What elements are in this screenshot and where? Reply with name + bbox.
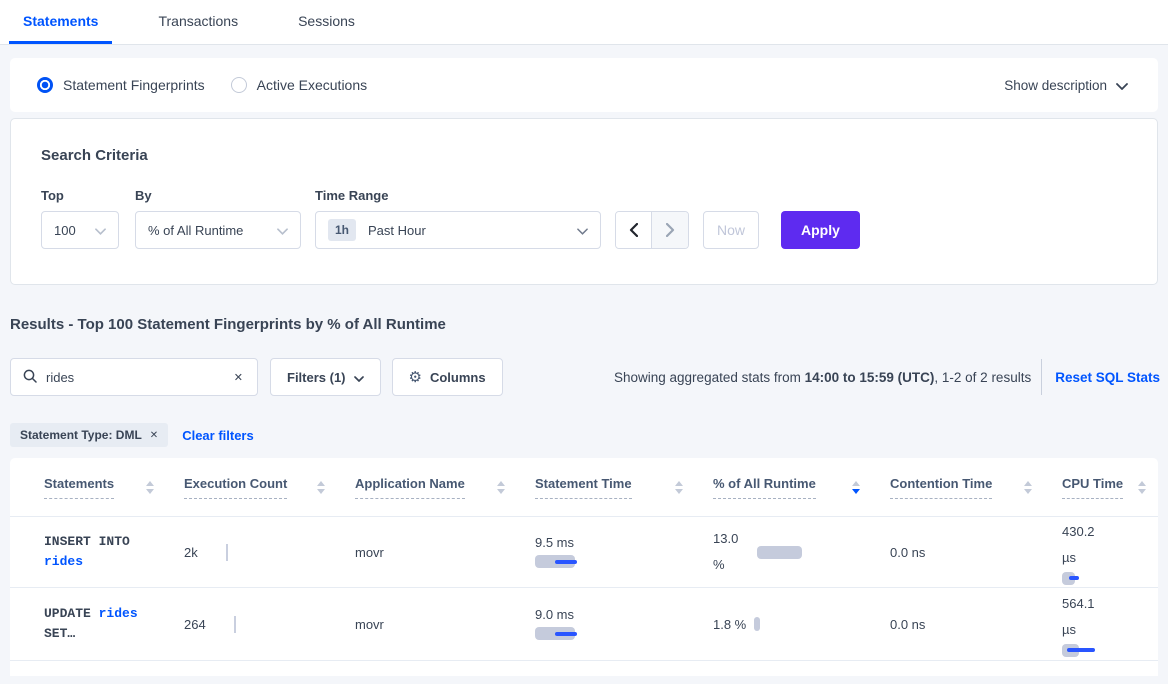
statement-link[interactable]: rides [98,606,138,621]
sort-icon[interactable] [1138,480,1146,494]
results-heading: Results - Top 100 Statement Fingerprints… [10,316,446,333]
search-icon [23,369,37,386]
radio-unselected-icon[interactable] [230,77,247,93]
column-header-statements[interactable]: Statements [44,476,184,499]
column-header-application-name[interactable]: Application Name [355,476,535,499]
clear-filters-link[interactable]: Clear filters [182,427,254,443]
top-select-value: 100 [54,222,76,238]
tab-statements[interactable]: Statements [9,0,113,44]
column-header-statement-time[interactable]: Statement Time [535,476,713,499]
execution-count-bar [233,615,236,633]
radio-label: Active Executions [256,77,368,93]
reset-sql-stats-link[interactable]: Reset SQL Stats [1055,369,1160,385]
statement-time-cell: 9.0 ms [535,607,713,641]
application-name-cell: movr [355,544,384,560]
sort-icon[interactable] [317,480,325,494]
chevron-down-icon [353,370,364,385]
sort-icon-active-desc[interactable] [852,480,860,494]
radio-active-executions[interactable]: Active Executions [230,77,368,93]
statement-time-bar [535,555,713,569]
statement-time-bar [535,627,713,641]
by-select-value: % of All Runtime [148,222,244,238]
clear-search-icon[interactable]: ✕ [233,371,243,384]
radio-statement-fingerprints[interactable]: Statement Fingerprints [37,77,205,93]
show-description-label: Show description [1004,77,1107,93]
statements-table: Statements Execution Count Application N… [10,458,1158,676]
filter-chip-statement-type[interactable]: Statement Type: DML ✕ [10,423,169,447]
chevron-down-icon [277,223,288,238]
by-label: By [135,188,152,203]
tab-transactions[interactable]: Transactions [158,12,239,29]
search-criteria-title: Search Criteria [41,147,148,164]
contention-time-cell: 0.0 ns [890,544,926,560]
top-tab-bar: Statements Transactions Sessions [0,0,1168,45]
columns-button-label: Columns [429,369,486,385]
now-button[interactable]: Now [703,211,759,249]
active-filters-row: Statement Type: DML ✕ Clear filters [10,423,254,447]
gear-icon: ⚙ [408,369,422,386]
chevron-down-icon [95,223,106,238]
statement-link[interactable]: rides [44,554,84,569]
execution-count-bar [225,543,228,561]
cpu-time-cell: 430.2 µs [1062,519,1158,585]
time-range-arrows [615,211,689,249]
show-description-toggle[interactable]: Show description [1004,78,1128,93]
column-header-pct-of-all-runtime[interactable]: % of All Runtime [713,476,890,499]
time-range-select[interactable]: 1h Past Hour [315,211,601,249]
chevron-down-icon [577,223,588,238]
pct-runtime-bar [754,617,761,631]
sort-icon[interactable] [146,480,154,494]
sort-icon[interactable] [497,480,505,494]
contention-time-cell: 0.0 ns [890,616,926,632]
column-header-cpu-time[interactable]: CPU Time [1062,476,1158,499]
next-time-range-button[interactable] [652,212,688,248]
statement-time-cell: 9.5 ms [535,535,713,569]
results-toolbar: ✕ Filters (1) ⚙ Columns Showing aggregat… [10,358,1160,396]
time-range-badge: 1h [328,219,357,241]
view-toggle-bar: Statement Fingerprints Active Executions… [10,58,1158,112]
top-label: Top [41,188,64,203]
by-select[interactable]: % of All Runtime [135,211,301,249]
filters-button[interactable]: Filters (1) [270,358,381,396]
search-box[interactable]: ✕ [10,358,258,396]
table-row[interactable]: INSERT INTO rides 2k movr 9.5 ms 13.0 % … [10,517,1158,588]
table-row[interactable]: UPDATE rides SET… 264 movr 9.0 ms 1.8 % … [10,588,1158,661]
search-input[interactable] [46,369,232,385]
statement-fingerprint-cell: UPDATE rides SET… [44,606,138,641]
pct-runtime-bar [757,545,802,559]
radio-selected-icon[interactable] [37,77,53,93]
stats-time-window: 14:00 to 15:59 (UTC) [804,369,935,385]
aggregated-stats-text: Showing aggregated stats from 14:00 to 1… [614,369,1032,385]
table-header-row: Statements Execution Count Application N… [10,458,1158,517]
pct-runtime-cell: 13.0 % [713,526,890,578]
time-range-label: Time Range [315,188,389,203]
application-name-cell: movr [355,616,384,632]
tab-sessions[interactable]: Sessions [298,12,355,29]
columns-button[interactable]: ⚙ Columns [391,358,503,396]
chevron-down-icon [1116,78,1128,93]
cpu-time-cell: 564.1 µs [1062,591,1158,657]
time-range-value: Past Hour [368,222,426,238]
top-select[interactable]: 100 [41,211,119,249]
column-header-execution-count[interactable]: Execution Count [184,476,355,499]
cpu-time-bar [1062,644,1146,657]
apply-button[interactable]: Apply [781,211,860,249]
previous-time-range-button[interactable] [616,212,652,248]
filters-button-label: Filters (1) [287,369,346,385]
cpu-time-bar [1062,572,1146,585]
execution-count-cell: 264 [184,615,355,633]
pct-runtime-cell: 1.8 % [713,617,890,632]
search-criteria-panel: Search Criteria Top 100 By % of All Runt… [10,118,1158,285]
sort-icon[interactable] [1024,480,1032,494]
remove-filter-icon[interactable]: ✕ [149,429,159,441]
filter-chip-label: Statement Type: DML [20,428,142,442]
execution-count-cell: 2k [184,543,355,561]
toolbar-divider [1041,359,1043,395]
column-header-contention-time[interactable]: Contention Time [890,476,1062,499]
sort-icon[interactable] [675,480,683,494]
radio-label: Statement Fingerprints [63,77,205,93]
statement-fingerprint-cell: INSERT INTO rides [44,534,130,569]
